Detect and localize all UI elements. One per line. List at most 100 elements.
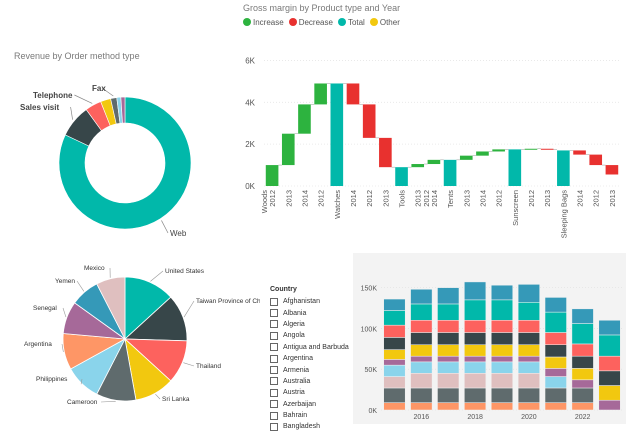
stacked-bar-segment [464,282,486,300]
stacked-bar-segment [437,388,459,403]
stacked-bar-segment [491,300,513,320]
x-tick-label: 2012 [365,190,374,207]
slicer-item[interactable]: Argentina [270,353,349,364]
slicer-item-label: Afghanistan [283,298,320,305]
stacked-bar-segment [437,333,459,345]
checkbox[interactable] [270,343,278,351]
checkbox[interactable] [270,366,278,374]
legend-item[interactable]: Decrease [289,18,333,27]
slicer-item[interactable]: Antigua and Barbuda [270,342,349,353]
donut-label: Fax [92,84,106,93]
waterfall-bar [573,150,586,154]
donut-leader-line [161,220,168,233]
y-tick-label: 100K [361,326,378,333]
stacked-bar-segment [491,345,513,356]
legend-item[interactable]: Total [338,18,365,27]
waterfall-bar [460,156,473,160]
donut-leader-line [71,107,73,120]
slicer-item[interactable]: Austria [270,387,349,398]
y-tick-label: 50K [365,367,378,374]
slicer-item-label: Armenia [283,367,309,374]
stacked-bar-segment [518,388,540,403]
stacked-bar-segment [572,380,594,388]
checkbox[interactable] [270,377,278,385]
stacked-bar-segment [599,320,621,335]
x-tick-label: 2012 [495,190,504,207]
stacked-bar-segment [437,320,459,332]
stacked-bar-segment [384,359,406,365]
checkbox[interactable] [270,400,278,408]
x-tick-label: 2022 [575,414,591,421]
stacked-bar-segment [572,344,594,356]
waterfall-bar [363,104,376,137]
x-tick-label: 2014 [478,190,487,207]
waterfall-bar [557,150,570,186]
stacked-bar-segment [599,335,621,356]
x-tick-label: 2013 [381,190,390,207]
stacked-bar-segment [491,362,513,373]
checkbox[interactable] [270,412,278,420]
slicer-item[interactable]: Angola [270,330,349,341]
stacked-bar-segment [464,356,486,362]
checkbox[interactable] [270,332,278,340]
y-tick-label: 150K [361,286,378,293]
slicer-item-label: Algeria [283,321,305,328]
slicer-item[interactable]: Afghanistan [270,296,349,307]
slicer-item[interactable]: Armenia [270,364,349,375]
checkbox[interactable] [270,298,278,306]
x-tick-label: 2014 [300,190,309,207]
stacked-bar-segment [384,337,406,349]
stacked-bar-segment [411,388,433,403]
checkbox[interactable] [270,355,278,363]
x-tick-label: 2014 [430,190,439,207]
donut-label: Telephone [33,91,73,100]
slicer-header: Country [270,286,349,293]
legend-item[interactable]: Other [370,18,400,27]
stacked-bar-segment [384,299,406,310]
stacked-bar-segment [437,345,459,356]
stacked-bar-segment [545,403,567,410]
waterfall-bar [379,138,392,167]
legend-item[interactable]: Increase [243,18,284,27]
checkbox[interactable] [270,389,278,397]
slicer-item-label: Austria [283,389,305,396]
waterfall-bar [444,160,457,186]
stacked-bar-segment [572,368,594,379]
x-tick-label: 2018 [467,414,483,421]
slicer-item[interactable]: Bangladesh [270,421,349,432]
legend-swatch [338,18,346,26]
y-tick-label: 0K [245,182,255,191]
stacked-bar-segment [545,357,567,368]
waterfall-bar [411,164,424,167]
x-tick-label: 2014 [576,190,585,207]
x-tick-label: 2013 [284,190,293,207]
stacked-bar-segment [384,388,406,403]
checkbox[interactable] [270,320,278,328]
stacked-bar-segment [464,362,486,373]
x-tick-label: 2013 [608,190,617,207]
slicer-item[interactable]: Bahrain [270,410,349,421]
checkbox[interactable] [270,309,278,317]
legend-swatch [243,18,251,26]
stacked-bar-segment [464,345,486,356]
legend-label: Other [380,18,400,27]
slicer-item[interactable]: Albania [270,307,349,318]
stacked-bar-segment [599,386,621,401]
slicer-item[interactable]: Azerbaijan [270,399,349,410]
waterfall-title: Gross margin by Product type and Year [243,3,400,13]
x-tick-label: Tents [446,190,455,208]
slicer-item-label: Angola [283,332,305,339]
slicer-item[interactable]: Australia [270,376,349,387]
slicer-item[interactable]: Algeria [270,319,349,330]
stacked-bar-segment [437,373,459,388]
stacked-bar-segment [545,377,567,388]
stacked-bar-segment [411,403,433,410]
stacked-bar-segment [518,302,540,320]
stacked-bar-segment [384,325,406,337]
stacked-bar-segment [491,373,513,388]
checkbox[interactable] [270,423,278,431]
